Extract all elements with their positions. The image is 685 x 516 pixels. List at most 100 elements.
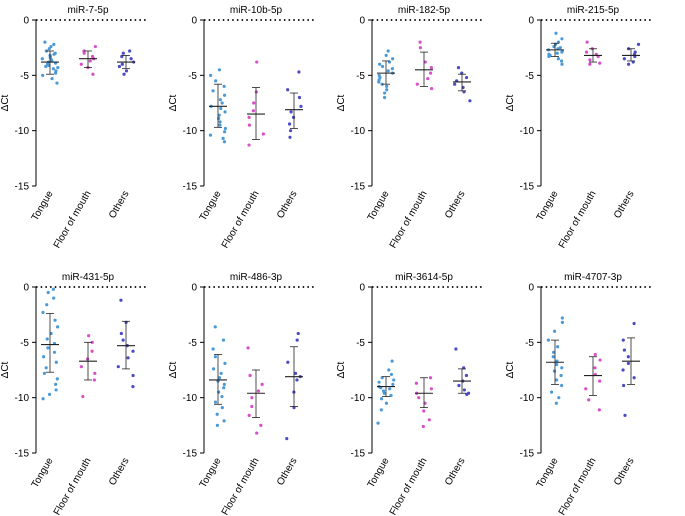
data-point-floor-of-mouth (427, 418, 431, 422)
data-point-tongue (215, 412, 219, 416)
data-point-tongue (211, 89, 215, 93)
y-axis-label: ΔCt (336, 361, 347, 378)
category-label: Others (275, 189, 300, 220)
data-point-tongue (217, 113, 221, 117)
data-point-floor-of-mouth (247, 115, 251, 119)
data-point-others (291, 115, 296, 119)
panel-title: miR-182-5p (398, 5, 451, 16)
data-point-others (622, 383, 626, 388)
y-tick-label: -15 (15, 449, 30, 460)
data-point-floor-of-mouth (418, 40, 422, 44)
y-tick-label: -10 (520, 126, 535, 137)
y-tick-label: -5 (356, 338, 365, 349)
panel-title: miR-4707-3p (564, 272, 622, 283)
data-point-tongue (46, 346, 50, 350)
data-point-tongue (219, 371, 223, 375)
y-tick-label: -15 (183, 182, 198, 193)
data-point-others (124, 69, 129, 73)
y-tick-label: -15 (351, 449, 366, 460)
data-point-tongue (211, 347, 215, 351)
data-point-others (627, 62, 631, 66)
data-point-others (464, 75, 469, 80)
data-point-others (285, 437, 289, 441)
data-point-tongue (556, 345, 560, 349)
data-point-tongue (554, 378, 559, 382)
data-point-floor-of-mouth (79, 62, 83, 66)
data-point-tongue (390, 57, 395, 61)
data-point-tongue (558, 46, 562, 50)
category-label: Floor of mouth (557, 189, 599, 250)
data-point-others (632, 376, 636, 380)
data-point-tongue (560, 366, 564, 370)
data-point-tongue (215, 423, 219, 427)
data-point-tongue (390, 359, 394, 363)
y-axis-label: ΔCt (0, 361, 11, 378)
data-point-tongue (378, 62, 382, 66)
data-point-tongue (219, 106, 223, 111)
data-point-tongue (209, 73, 213, 77)
data-point-tongue (222, 419, 226, 423)
panel-title: miR-10b-5p (230, 5, 283, 16)
data-point-tongue (221, 338, 226, 342)
category-label: Floor of mouth (557, 456, 599, 516)
data-point-others (293, 371, 298, 375)
data-point-tongue (556, 57, 560, 61)
y-axis-label: ΔCt (168, 361, 179, 378)
data-point-floor-of-mouth (598, 358, 602, 362)
data-point-floor-of-mouth (247, 413, 251, 417)
data-point-floor-of-mouth (91, 72, 95, 76)
data-point-tongue (551, 350, 556, 354)
data-point-tongue (55, 377, 59, 381)
data-point-others (287, 122, 292, 126)
data-point-floor-of-mouth (598, 379, 602, 383)
y-axis-label: ΔCt (505, 94, 516, 111)
data-point-tongue (40, 57, 44, 61)
data-point-tongue (52, 296, 56, 300)
data-point-floor-of-mouth (251, 109, 255, 113)
data-point-tongue (560, 316, 564, 320)
data-point-floor-of-mouth (255, 60, 259, 64)
data-point-others (621, 368, 625, 372)
y-tick-label: -5 (20, 71, 29, 82)
data-point-tongue (560, 320, 565, 325)
data-point-tongue (41, 73, 45, 77)
data-point-tongue (56, 65, 60, 70)
data-point-tongue (390, 67, 394, 71)
y-tick-label: -15 (183, 449, 198, 460)
data-point-tongue (44, 64, 48, 69)
data-point-others (297, 70, 301, 74)
y-tick-label: -10 (15, 126, 30, 137)
data-point-others (122, 72, 126, 76)
data-point-tongue (223, 361, 227, 365)
data-point-others (454, 347, 458, 351)
data-point-tongue (220, 394, 224, 399)
data-point-floor-of-mouth (92, 378, 97, 382)
data-point-others (288, 129, 293, 133)
data-point-tongue (555, 51, 559, 55)
data-point-tongue (222, 84, 226, 88)
data-point-tongue (54, 71, 58, 75)
data-point-others (626, 355, 630, 359)
y-tick-label: -5 (20, 338, 29, 349)
data-point-tongue (223, 126, 227, 131)
category-label: Others (612, 189, 637, 220)
data-point-tongue (553, 329, 557, 333)
data-point-tongue (384, 401, 389, 405)
data-point-floor-of-mouth (584, 50, 589, 54)
data-point-others (128, 49, 132, 53)
data-point-floor-of-mouth (87, 334, 91, 338)
y-axis-label: ΔCt (168, 94, 179, 111)
data-point-floor-of-mouth (593, 366, 597, 370)
data-point-tongue (551, 355, 555, 359)
data-point-floor-of-mouth (93, 371, 97, 375)
data-point-tongue (376, 421, 380, 425)
panel-title: miR-3614-5p (395, 272, 453, 283)
data-point-floor-of-mouth (429, 65, 433, 70)
data-point-tongue (554, 401, 558, 405)
data-point-floor-of-mouth (259, 423, 263, 427)
data-point-tongue (211, 367, 216, 371)
data-point-others (636, 42, 641, 46)
y-tick-label: 0 (359, 283, 365, 294)
data-point-tongue (217, 390, 221, 394)
